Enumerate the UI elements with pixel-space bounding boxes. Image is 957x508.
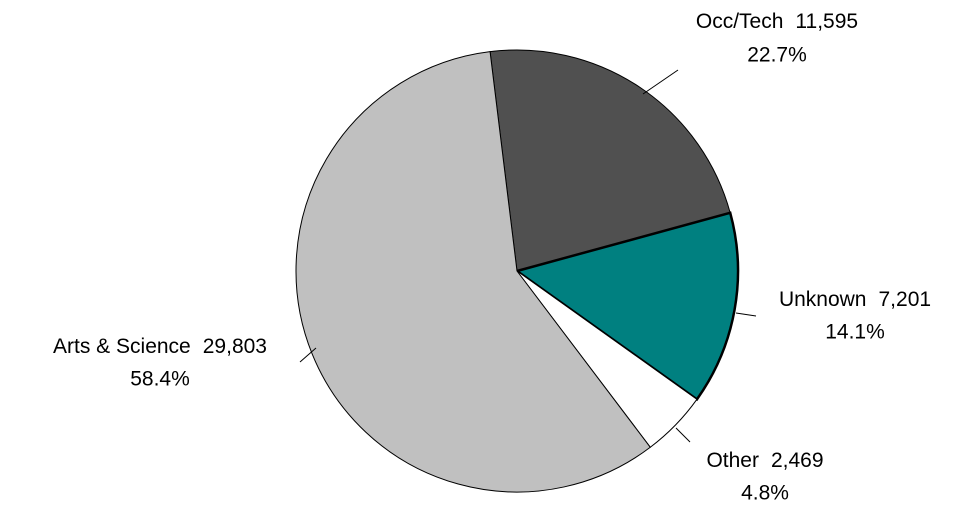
category-label: Occ/Tech [696, 10, 784, 33]
value-label: 29,803 [203, 335, 267, 358]
value-label: 2,469 [771, 449, 824, 472]
leader-line [735, 312, 757, 317]
percent-label: 58.4% [130, 368, 190, 391]
category-label: Other [706, 449, 759, 472]
value-label: 11,595 [795, 10, 858, 33]
percent-label: 22.7% [747, 44, 807, 67]
pie-slice [295, 51, 651, 493]
category-label: Arts & Science [53, 335, 191, 358]
data-label: Arts & Science 29,803 [53, 335, 267, 358]
percent-label: 14.1% [825, 321, 885, 344]
data-label: Unknown 7,201 [779, 288, 931, 311]
leader-line [642, 69, 679, 95]
data-label: Occ/Tech 11,595 [696, 10, 858, 33]
leader-line [675, 427, 691, 443]
data-label: Other 2,469 [706, 449, 823, 472]
pie-slice [489, 49, 731, 272]
category-label: Unknown [779, 288, 867, 311]
percent-label: 4.8% [741, 482, 789, 505]
pie-slice [514, 211, 740, 402]
leader-line [299, 347, 317, 363]
value-label: 7,201 [879, 288, 932, 311]
